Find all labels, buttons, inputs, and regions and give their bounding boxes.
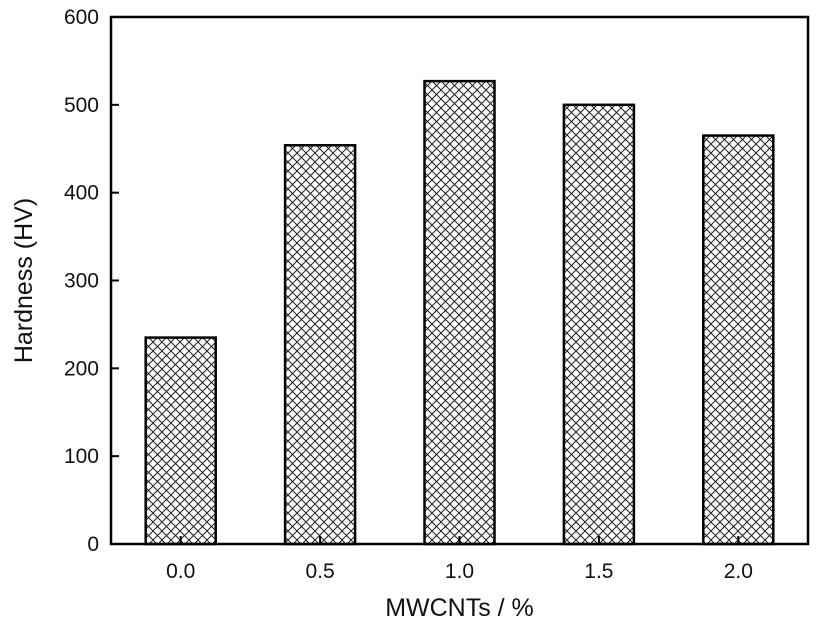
x-axis-ticks: 0.0 0.5 1.0 1.5 2.0 xyxy=(166,536,753,583)
bar-0.0 xyxy=(144,336,217,546)
x-tick-label: 1.5 xyxy=(584,560,613,583)
y-tick-label: 0 xyxy=(87,533,99,556)
y-tick-label: 300 xyxy=(64,270,99,293)
bar-1.5 xyxy=(562,103,636,546)
y-axis-title: Hardness (HV) xyxy=(10,198,38,363)
y-tick-label: 400 xyxy=(64,182,99,205)
bar-2.0 xyxy=(702,134,775,546)
y-tick-label: 500 xyxy=(64,94,99,117)
x-axis-title: MWCNTs / % xyxy=(385,594,534,622)
y-tick-label: 600 xyxy=(64,6,99,29)
y-tick-label: 200 xyxy=(64,357,99,380)
x-tick-label: 0.0 xyxy=(166,560,195,583)
y-tick-label: 100 xyxy=(64,445,99,468)
plot-area-frame xyxy=(109,15,810,546)
bar-0.5 xyxy=(283,143,357,546)
x-tick-label: 1.0 xyxy=(445,560,474,583)
x-tick-label: 0.5 xyxy=(305,560,334,583)
bar-1.0 xyxy=(423,79,496,546)
bars-group xyxy=(144,79,775,546)
x-tick-label: 2.0 xyxy=(724,560,753,583)
y-axis-ticks: 0 100 200 300 400 500 600 xyxy=(64,6,119,556)
